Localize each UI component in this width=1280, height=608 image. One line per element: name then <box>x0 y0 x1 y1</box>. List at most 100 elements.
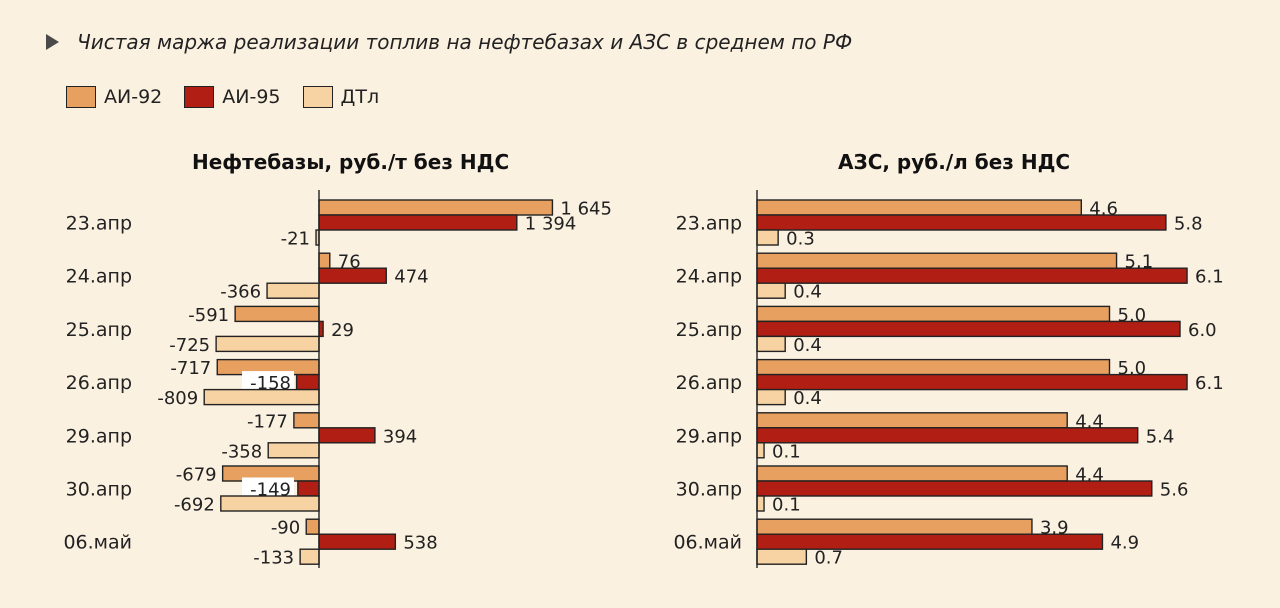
chart-title-gas-stations: АЗС, руб./л без НДС <box>838 150 1071 174</box>
category-label: 30.апр <box>66 479 132 501</box>
chart-gas-stations: 23.апр 4.6 5.8 0.3 24.апр 5.1 6.1 0.4 25.апр 5.0 6… <box>673 190 1224 569</box>
data-label-ai92: 5.0 <box>1118 305 1147 326</box>
bar-ai92 <box>756 252 1118 269</box>
bar-ai95 <box>318 214 518 231</box>
bar-dtl <box>756 548 808 565</box>
bar-ai95 <box>756 533 1104 550</box>
data-label-dtl: -21 <box>281 229 310 250</box>
legend-label-dtl: ДТл <box>340 86 380 108</box>
data-label-ai95: 538 <box>403 533 437 554</box>
category-label: 30.апр <box>676 479 742 501</box>
bar-ai95 <box>295 373 320 391</box>
bar-dtl <box>756 335 786 353</box>
legend-label-ai95: АИ-95 <box>222 86 281 108</box>
data-label-dtl: 0.1 <box>772 495 801 516</box>
legend-swatch-ai92 <box>66 86 96 108</box>
data-label-ai95: 474 <box>394 267 428 288</box>
data-label-ai95: 5.4 <box>1146 426 1175 447</box>
data-label-ai95: 394 <box>383 426 417 447</box>
category-label: 26.апр <box>66 372 132 394</box>
data-label-ai92: -717 <box>170 358 211 379</box>
bar-dtl <box>756 495 765 512</box>
data-label-dtl: 0.3 <box>786 229 815 250</box>
data-label-ai92: -679 <box>176 465 217 486</box>
data-label-dtl: -692 <box>174 495 215 516</box>
legend-swatch-ai95 <box>184 86 215 108</box>
data-label-ai92: 4.4 <box>1075 465 1104 486</box>
data-label-dtl: -358 <box>221 441 262 462</box>
data-label-dtl: -725 <box>169 335 210 356</box>
category-label: 26.апр <box>676 372 742 394</box>
data-label-dtl: 0.7 <box>814 548 843 569</box>
bar-ai95 <box>756 480 1153 497</box>
legend-swatch-dtl <box>302 86 333 108</box>
bar-ai92 <box>305 518 320 535</box>
bar-ai92 <box>756 199 1082 216</box>
legend: АИ-92 АИ-95 ДТл <box>66 86 401 108</box>
chart-title-oil-depots: Нефтебазы, руб./т без НДС <box>192 150 510 174</box>
data-label-ai95: 1 394 <box>525 214 577 235</box>
category-label: 24.апр <box>66 266 132 288</box>
bar-ai95 <box>318 533 397 550</box>
data-label-ai92: 4.6 <box>1089 199 1118 220</box>
category-label: 25.апр <box>66 319 132 341</box>
data-label-ai95: 6.1 <box>1195 267 1224 288</box>
category-label: 29.апр <box>676 425 742 447</box>
bar-ai92 <box>293 412 320 429</box>
data-label-ai95: -149 <box>250 480 291 501</box>
bar-ai95 <box>756 427 1139 444</box>
bar-dtl <box>299 548 320 565</box>
bar-dtl <box>267 442 320 459</box>
bar-ai92 <box>318 252 331 269</box>
bar-dtl <box>203 388 320 406</box>
legend-label-ai92: АИ-92 <box>104 86 163 108</box>
data-label-ai95: 5.6 <box>1160 480 1189 501</box>
data-label-dtl: 0.4 <box>793 388 822 409</box>
category-label: 23.апр <box>676 213 742 235</box>
category-label: 06.май <box>673 532 742 554</box>
bar-ai92 <box>756 412 1068 429</box>
bar-dtl <box>266 282 320 299</box>
data-label-ai95: 29 <box>331 320 354 341</box>
data-label-ai92: -177 <box>247 411 288 432</box>
bullet-arrow-icon <box>46 34 59 50</box>
chart-header: Чистая маржа реализации топлив на нефтеб… <box>46 30 852 54</box>
category-label: 24.апр <box>676 266 742 288</box>
bar-ai95 <box>756 214 1167 231</box>
bar-ai92 <box>318 199 554 216</box>
category-label: 06.май <box>63 532 132 554</box>
data-label-ai95: 5.8 <box>1174 214 1203 235</box>
category-label: 25.апр <box>676 319 742 341</box>
data-label-ai95: 6.1 <box>1195 373 1224 394</box>
figure-title: Чистая маржа реализации топлив на нефтеб… <box>77 30 853 54</box>
bar-dtl <box>756 229 779 246</box>
bar-ai92 <box>756 518 1033 535</box>
legend-item-dtl: ДТл <box>302 86 380 108</box>
data-label-dtl: -366 <box>220 282 261 303</box>
data-label-ai92: 5.0 <box>1118 358 1147 379</box>
bar-dtl <box>756 388 786 406</box>
bar-ai92 <box>756 358 1111 376</box>
data-label-dtl: -133 <box>253 548 294 569</box>
data-label-ai92: 3.9 <box>1040 518 1069 539</box>
data-label-ai92: 5.1 <box>1125 252 1154 273</box>
data-label-dtl: 0.4 <box>793 335 822 356</box>
bar-ai92 <box>756 465 1068 482</box>
data-label-dtl: 0.4 <box>793 282 822 303</box>
bar-ai92 <box>234 305 320 323</box>
bar-ai95 <box>318 267 387 284</box>
legend-item-ai95: АИ-95 <box>184 86 281 108</box>
data-label-ai92: -591 <box>188 305 229 326</box>
data-label-ai95: -158 <box>250 373 291 394</box>
legend-item-ai92: АИ-92 <box>66 86 162 108</box>
category-label: 23.апр <box>66 213 132 235</box>
bar-ai95 <box>297 480 320 497</box>
data-label-dtl: -809 <box>157 388 198 409</box>
bar-ai95 <box>318 427 376 444</box>
bar-ai92 <box>756 305 1111 323</box>
data-label-ai95: 6.0 <box>1188 320 1217 341</box>
bar-dtl <box>215 335 320 353</box>
data-label-ai95: 4.9 <box>1110 533 1139 554</box>
data-label-ai92: 1 645 <box>560 199 612 220</box>
